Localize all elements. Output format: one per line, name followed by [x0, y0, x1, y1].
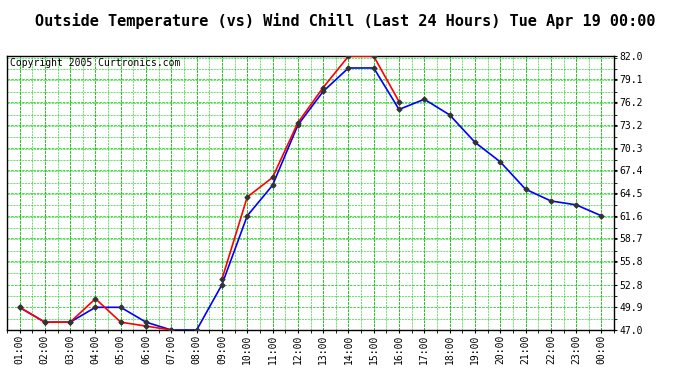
Text: Copyright 2005 Curtronics.com: Copyright 2005 Curtronics.com: [10, 58, 180, 68]
Text: Outside Temperature (vs) Wind Chill (Last 24 Hours) Tue Apr 19 00:00: Outside Temperature (vs) Wind Chill (Las…: [34, 13, 655, 29]
